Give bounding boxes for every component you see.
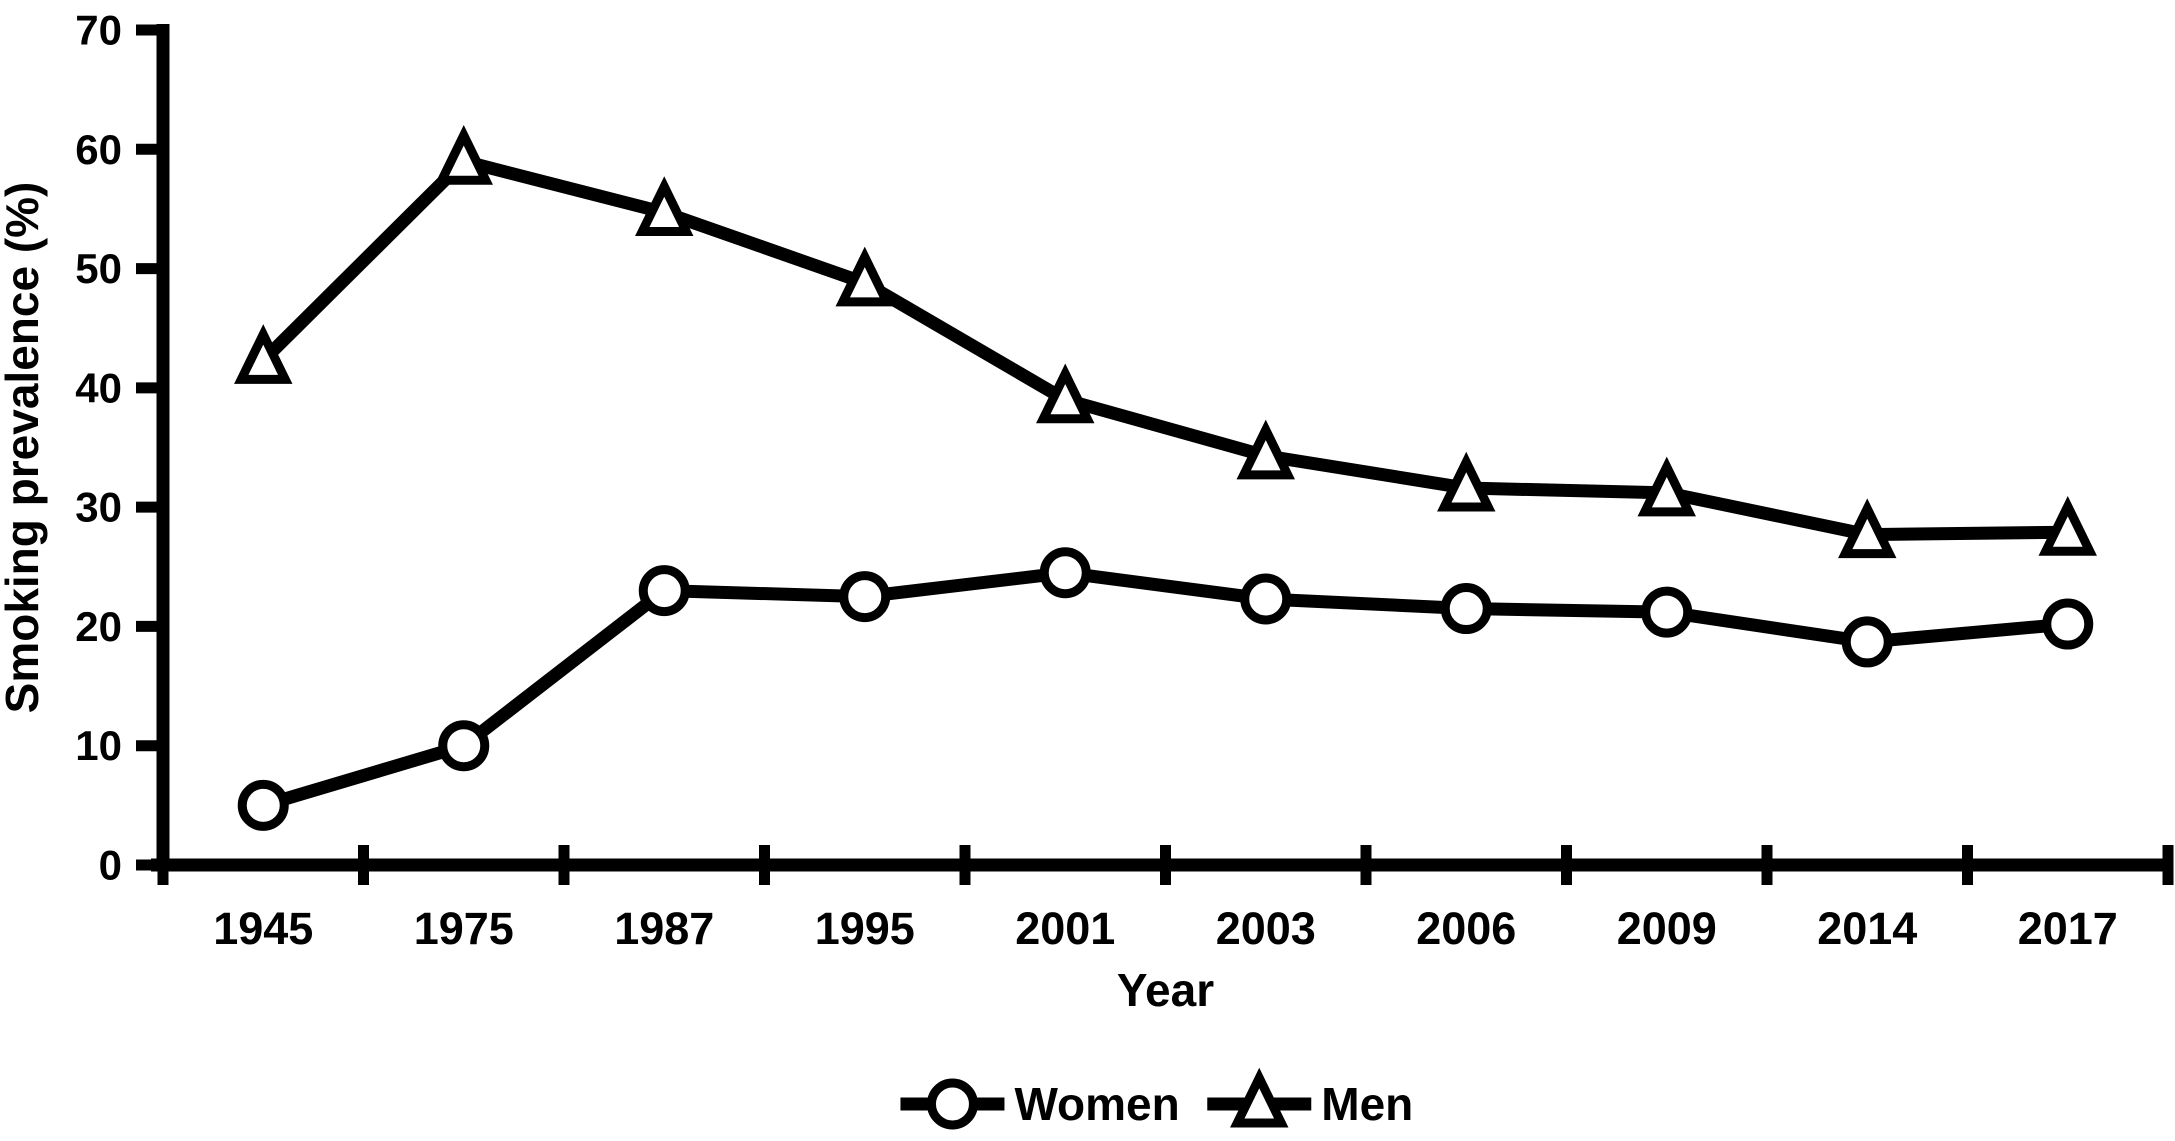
legend-triangle-marker — [1230, 1067, 1289, 1128]
x-tick-label-2017: 2017 — [2018, 903, 2118, 954]
y-tick-label: 70 — [75, 7, 122, 54]
marker-women-2009 — [1641, 586, 1693, 638]
y-tick-label: 30 — [75, 484, 122, 531]
x-tick-label-1975: 1975 — [414, 903, 514, 954]
marker-men-1945 — [234, 324, 293, 384]
marker-women-2017 — [2042, 598, 2094, 650]
marker-women-1995 — [839, 571, 891, 623]
y-tick-label: 60 — [75, 126, 122, 173]
legend-label-women: Women — [1014, 1078, 1179, 1130]
y-tick-label: 10 — [75, 722, 122, 769]
legend-circle-marker — [926, 1078, 978, 1130]
marker-women-2006 — [1440, 583, 1492, 635]
x-tick-label-1945: 1945 — [213, 903, 313, 954]
y-tick-label: 20 — [75, 603, 122, 650]
x-tick-label-1987: 1987 — [614, 903, 714, 954]
marker-men-1975 — [434, 124, 493, 185]
y-tick-label: 0 — [99, 842, 122, 889]
marker-women-2003 — [1240, 573, 1292, 625]
series-line-men — [256, 154, 2075, 542]
marker-men-2009 — [1637, 456, 1696, 517]
x-tick-label-1995: 1995 — [815, 903, 915, 954]
marker-men-1995 — [835, 246, 894, 307]
marker-men-2003 — [1236, 419, 1295, 480]
marker-women-2014 — [1841, 616, 1893, 668]
x-tick-label-2006: 2006 — [1416, 903, 1516, 954]
marker-men-1987 — [635, 176, 694, 237]
marker-men-2001 — [1036, 363, 1095, 424]
marker-men-2006 — [1437, 451, 1496, 512]
series-line-women — [256, 566, 2075, 812]
marker-women-2001 — [1039, 547, 1091, 599]
y-tick-label: 50 — [75, 245, 122, 292]
x-tick-label-2001: 2001 — [1015, 903, 1115, 954]
marker-women-1945 — [237, 779, 289, 831]
marker-men-2014 — [1838, 498, 1897, 559]
x-tick-label-2009: 2009 — [1617, 903, 1717, 954]
x-tick-label-2003: 2003 — [1216, 903, 1316, 954]
marker-women-1975 — [438, 720, 490, 772]
marker-men-2017 — [2038, 495, 2097, 556]
x-tick-label-2014: 2014 — [1817, 903, 1917, 954]
marker-women-1987 — [638, 565, 690, 617]
x-axis-title: Year — [1117, 964, 1214, 1016]
legend-label-men: Men — [1321, 1078, 1413, 1130]
y-axis-title: Smoking prevalence (%) — [0, 182, 48, 714]
y-tick-label: 40 — [75, 364, 122, 411]
